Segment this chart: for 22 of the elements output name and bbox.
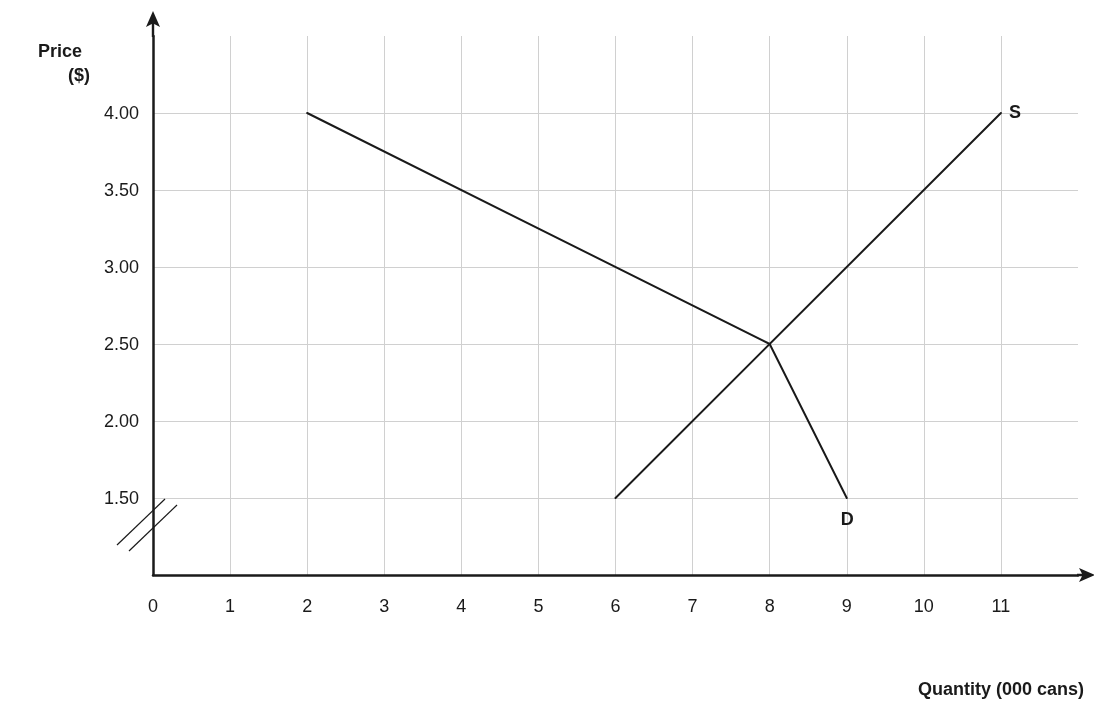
x-tick-label: 10 <box>913 596 934 616</box>
y-tick-label: 4.00 <box>103 103 139 123</box>
y-axis-title: Price ($) <box>38 41 90 85</box>
x-tick-label: 4 <box>456 596 467 616</box>
y-tick-label: 3.50 <box>103 180 139 200</box>
y-tick-label: 2.50 <box>103 334 139 354</box>
y-tick-label: 2.00 <box>103 411 139 431</box>
x-tick-label: 7 <box>687 596 698 616</box>
x-tick-label: 11 <box>991 596 1011 616</box>
x-tick-label: 5 <box>533 596 544 616</box>
y-tick-label: 3.00 <box>103 257 139 277</box>
x-tick-label: 6 <box>610 596 621 616</box>
x-tick-label: 9 <box>841 596 852 616</box>
x-tick-label: 0 <box>147 596 159 616</box>
x-tick-label: 8 <box>764 596 775 616</box>
annotation: S <box>1008 102 1021 122</box>
x-tick-label: 1 <box>225 596 236 616</box>
annotation: D <box>840 509 854 529</box>
y-tick-label: 1.50 <box>103 488 139 508</box>
x-axis-title: Quantity (000 cans) <box>917 679 1085 699</box>
x-tick-label: 2 <box>302 596 313 616</box>
x-tick-label: 3 <box>379 596 390 616</box>
